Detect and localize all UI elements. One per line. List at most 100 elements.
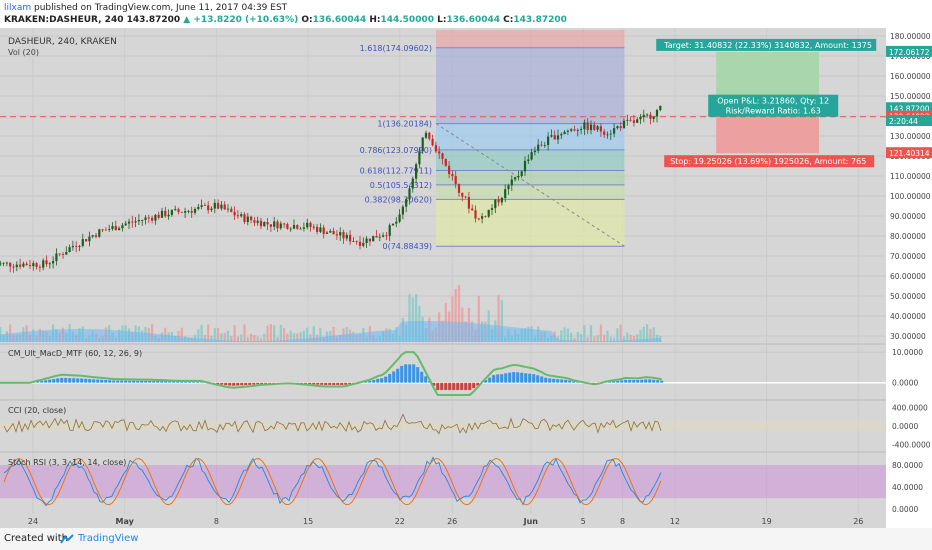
macd-histogram-bar (196, 381, 200, 383)
candle-body (457, 183, 461, 193)
candle-body (118, 228, 121, 231)
macd-histogram-bar (476, 382, 480, 386)
candle-body (167, 214, 170, 217)
candle-body (471, 208, 474, 211)
volume-bar (306, 327, 309, 342)
candle-body (193, 208, 197, 213)
volume-bar (292, 333, 296, 342)
candle-body (68, 247, 71, 252)
macd-histogram-bar (412, 364, 416, 383)
fibonacci-extension[interactable]: 1.618(174.09602) 1(136.20184) 0.786(123.07… (360, 30, 625, 251)
macd-histogram-bar (548, 378, 552, 383)
candle-body (603, 131, 606, 135)
candle-body (289, 228, 292, 230)
macd-histogram-bar (100, 379, 104, 383)
macd-histogram-bar (492, 375, 496, 383)
candle-body (616, 126, 619, 129)
chart-canvas[interactable]: 1.618(174.09602) 1(136.20184) 0.786(123.07… (0, 28, 932, 528)
candle-body (507, 185, 510, 190)
candle-body (12, 266, 15, 268)
candle-body (543, 145, 546, 146)
volume-bar (269, 324, 272, 342)
author-link[interactable]: lilxam (4, 3, 32, 13)
macd-histogram-bar (652, 379, 656, 383)
cci-line (3, 413, 662, 435)
volume-bar (566, 328, 569, 342)
candle-body (461, 192, 464, 197)
volume-bar (652, 327, 655, 342)
macd-histogram-bar (520, 372, 524, 383)
candle-body (121, 225, 124, 229)
macd-histogram-bar (180, 381, 184, 383)
price-tag-bg (886, 147, 932, 159)
macd-histogram-bar (556, 379, 560, 383)
macd-histogram-bar (148, 380, 152, 383)
candle-body (147, 217, 150, 219)
candle-body (606, 134, 609, 136)
volume-bar (500, 300, 503, 342)
volume-bar (210, 335, 213, 342)
target-label-bg (656, 38, 877, 51)
candle-body (530, 152, 533, 160)
candle-body (273, 221, 276, 227)
price-tag: 121.40314 (889, 149, 930, 158)
macd-histogram-bar (264, 382, 268, 384)
candle-body (391, 223, 395, 226)
fib-band (436, 149, 625, 171)
volume-bar (226, 330, 230, 342)
candle-body (477, 218, 480, 220)
last-price: 143.87200 (126, 15, 181, 25)
candle-body (302, 227, 305, 229)
candle-body (358, 241, 362, 246)
macd-histogram-bar (120, 380, 124, 383)
candle-body (375, 235, 378, 238)
macd-histogram-bar (36, 381, 40, 383)
chart-header: lilxam published on TradingView.com, Jun… (0, 0, 932, 28)
volume-bar (312, 325, 315, 342)
cci-title: CCI (20, close) (8, 406, 66, 415)
candle-body (428, 132, 431, 139)
candle-body (223, 204, 226, 210)
volume-bar (180, 327, 183, 342)
price-tick-label: 50.00000 (890, 292, 926, 301)
volume-bar (243, 324, 246, 342)
target-label: Target: 31.40832 (22.33%) 3140832, Amoun… (663, 41, 872, 50)
candle-body (649, 114, 652, 119)
time-tick-label: 22 (395, 517, 405, 526)
candle-body (174, 209, 177, 211)
macd-histogram-bar (60, 377, 64, 383)
candle-body (42, 260, 45, 268)
tradingview-brand[interactable]: TradingView (78, 533, 139, 544)
price-tag: 143.87200 (889, 104, 930, 113)
macd-histogram-bar (112, 380, 116, 383)
volume-bar (556, 336, 560, 342)
macd-histogram-bar (128, 380, 132, 383)
stoch-rsi-pane: 80.0000 40.0000 0.0000 (0, 456, 923, 514)
volume-bars (0, 284, 662, 342)
volume-bar (299, 332, 302, 342)
macd-histogram-bar (48, 379, 52, 383)
volume-bar (319, 327, 322, 342)
macd-histogram-bar (348, 382, 352, 385)
macd-histogram-bar (56, 378, 60, 383)
candle-body (484, 216, 487, 217)
candle-body (91, 235, 94, 237)
candle-body (226, 208, 230, 210)
candle-body (160, 210, 164, 218)
candle-body (292, 225, 296, 229)
long-position-tool[interactable]: Target: 31.40832 (22.33%) 3140832, Amoun… (0, 38, 886, 168)
macd-histogram-bar (416, 367, 420, 383)
candle-body (342, 232, 345, 239)
candle-body (15, 264, 18, 268)
candle-body (283, 223, 286, 225)
candle-body (378, 236, 381, 238)
candle-body (250, 216, 253, 221)
macd-histogram-bar (228, 382, 232, 386)
stoch-band (0, 465, 886, 499)
candle-body (586, 122, 589, 131)
stoch-rsi-title: Stoch RSI (3, 3, 14, 14, close) (8, 458, 126, 467)
time-axis: 24 May 8 15 22 26 Jun 5 8 12 19 26 (0, 514, 886, 528)
candle-body (243, 214, 246, 223)
macd-histogram-bar (364, 381, 368, 383)
candle-body (246, 216, 249, 223)
